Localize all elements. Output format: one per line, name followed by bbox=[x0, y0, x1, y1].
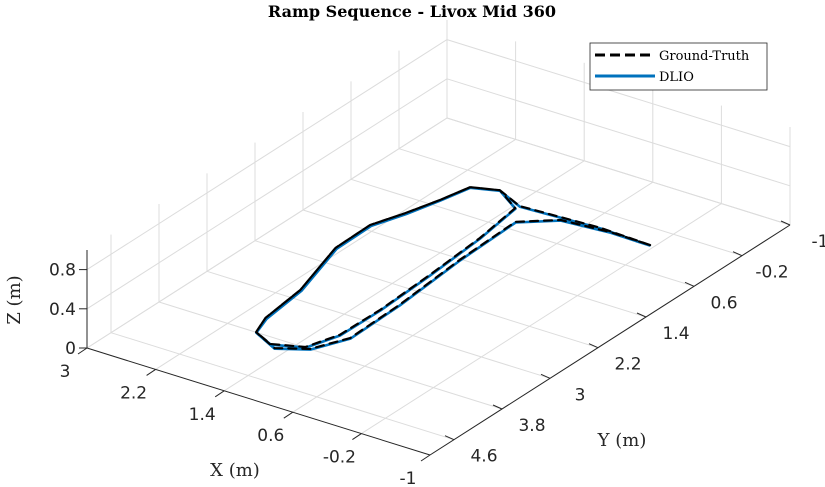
x-tick-mark bbox=[420, 454, 431, 462]
y-tick-label: 4.6 bbox=[470, 447, 497, 467]
x-tick-label: 1.4 bbox=[189, 405, 216, 425]
x-tick-mark bbox=[283, 411, 294, 419]
y-tick-mark bbox=[684, 281, 695, 287]
x-tick-mark bbox=[77, 347, 88, 355]
floor-grid-line-x bbox=[292, 181, 654, 413]
y-tick-label: 1.4 bbox=[662, 324, 689, 344]
y-tick-label: 0.6 bbox=[710, 293, 737, 313]
axes bbox=[77, 220, 791, 462]
y-tick-mark bbox=[588, 343, 599, 349]
legend-label-ground-truth: Ground-Truth bbox=[659, 49, 750, 64]
floor-grid-line-y bbox=[110, 332, 455, 441]
x-tick-mark bbox=[146, 368, 156, 376]
y-tick-mark bbox=[492, 404, 503, 410]
tick-labels: 3 2.2 1.4 0.6 -0.2 -1 -1 -0.2 0.6 1.4 2.2 3 3.8 4.6 0 0… bbox=[49, 232, 825, 487]
x-tick-mark bbox=[214, 390, 225, 398]
z-tick-label: 0.4 bbox=[49, 300, 76, 320]
legend-box bbox=[589, 42, 768, 91]
x-tick-label: -1 bbox=[400, 469, 417, 487]
wall-grid-line-z bbox=[86, 78, 448, 310]
y-tick-mark bbox=[732, 251, 743, 257]
y-tick-mark bbox=[636, 312, 647, 318]
floor-grid-line-x bbox=[361, 203, 722, 435]
floor-grid-line-y bbox=[206, 270, 551, 379]
x-axis-label: X (m) bbox=[210, 460, 260, 481]
floor-grid-line-y bbox=[350, 178, 695, 287]
series-line-dlio bbox=[255, 186, 651, 351]
series-lines bbox=[254, 186, 652, 351]
z-tick-label: 0 bbox=[65, 339, 76, 359]
y-tick-label: 2.2 bbox=[614, 355, 641, 375]
floor-grid-line-y bbox=[158, 301, 503, 410]
y-tick-mark bbox=[444, 435, 455, 441]
y-tick-label: 3.8 bbox=[518, 416, 545, 436]
floor-grid-line-x bbox=[223, 160, 585, 392]
legend-label-dlio: DLIO bbox=[659, 70, 694, 85]
floor-grid-line-y bbox=[398, 148, 743, 257]
wall-grid-line-z bbox=[446, 39, 791, 148]
y-tick-label: -0.2 bbox=[755, 263, 788, 283]
y-tick-mark bbox=[780, 220, 791, 226]
y-axis-label: Y (m) bbox=[597, 430, 647, 451]
series-line-ground-truth bbox=[254, 186, 652, 351]
wall-grid-line-z bbox=[446, 117, 791, 226]
y-tick-label: -1 bbox=[812, 232, 825, 252]
x-tick-label: 0.6 bbox=[257, 426, 284, 446]
floor-grid-line-y bbox=[302, 209, 647, 318]
z-axis-label: Z (m) bbox=[4, 275, 25, 324]
y-tick-label: 3 bbox=[575, 385, 586, 405]
floor-grid-line-x bbox=[155, 138, 516, 370]
floor-grid-line-y bbox=[254, 240, 599, 349]
x-tick-label: -0.2 bbox=[323, 448, 356, 468]
wall-grid-line-z bbox=[86, 39, 448, 271]
legend: Ground-Truth DLIO bbox=[589, 42, 768, 91]
wall-grid-line-z bbox=[86, 117, 448, 349]
wall-grid-line-z bbox=[446, 78, 791, 187]
chart-title: Ramp Sequence - Livox Mid 360 bbox=[268, 2, 556, 21]
x-axis-line bbox=[86, 347, 431, 456]
x-tick-label: 3 bbox=[60, 362, 71, 382]
z-tick-label: 0.8 bbox=[49, 261, 76, 281]
y-axis-line bbox=[429, 224, 791, 456]
x-tick-mark bbox=[352, 433, 362, 441]
y-tick-mark bbox=[540, 373, 551, 379]
x-tick-label: 2.2 bbox=[120, 383, 147, 403]
